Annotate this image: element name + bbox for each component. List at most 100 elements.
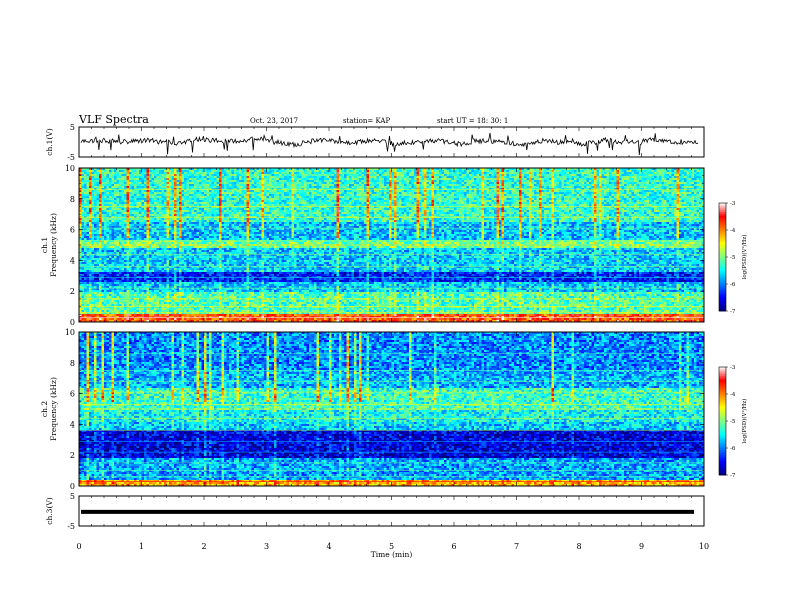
spectrogram-cell bbox=[419, 202, 422, 204]
spectrogram-cell bbox=[637, 200, 640, 202]
spectrogram-cell bbox=[182, 188, 185, 190]
spectrogram-cell bbox=[632, 190, 635, 192]
spectrogram-cell bbox=[427, 176, 430, 178]
spectrogram-cell bbox=[294, 176, 297, 178]
spectrogram-cell bbox=[652, 176, 655, 178]
spectrogram-cell bbox=[347, 190, 350, 192]
y-tick-label: 5 bbox=[70, 123, 75, 132]
spectrogram-cell bbox=[317, 176, 320, 178]
spectrogram-cell bbox=[632, 186, 635, 188]
spectrogram-cell bbox=[612, 204, 615, 206]
spectrogram-cell bbox=[619, 202, 622, 204]
spectrogram-cell bbox=[147, 174, 150, 176]
spectrogram-cell bbox=[412, 202, 415, 204]
spectrogram-cell bbox=[584, 194, 587, 196]
spectrogram-cell bbox=[294, 188, 297, 190]
spectrogram-cell bbox=[189, 170, 192, 172]
spectrogram-cell bbox=[222, 178, 225, 180]
spectrogram-cell bbox=[559, 204, 562, 206]
spectrogram-cell bbox=[207, 176, 210, 178]
spectrogram-cell bbox=[499, 180, 502, 182]
spectrogram-cell bbox=[492, 200, 495, 202]
spectrogram-cell bbox=[224, 186, 227, 188]
spectrogram-cell bbox=[112, 204, 115, 206]
spectrogram-cell bbox=[452, 180, 455, 182]
spectrogram-cell bbox=[617, 184, 620, 186]
spectrogram-cell bbox=[654, 202, 657, 204]
spectrogram-cell bbox=[209, 184, 212, 186]
spectrogram-cell bbox=[489, 204, 492, 206]
spectrogram-cell bbox=[439, 196, 442, 198]
spectrogram-cell bbox=[294, 204, 297, 206]
spectrogram-cell bbox=[172, 198, 175, 200]
spectrogram-cell bbox=[557, 204, 560, 206]
spectrogram-cell bbox=[579, 184, 582, 186]
spectrogram-cell bbox=[507, 190, 510, 192]
spectrogram-cell bbox=[87, 192, 90, 194]
spectrogram-cell bbox=[222, 202, 225, 204]
spectrogram-cell bbox=[289, 180, 292, 182]
spectrogram-cell bbox=[497, 204, 500, 206]
spectrogram-cell bbox=[474, 170, 477, 172]
spectrogram-cell bbox=[522, 170, 525, 172]
spectrogram-cell bbox=[652, 188, 655, 190]
spectrogram-cell bbox=[619, 198, 622, 200]
spectrogram-cell bbox=[689, 204, 692, 206]
spectrogram-cell bbox=[389, 200, 392, 202]
spectrogram-cell bbox=[632, 204, 635, 206]
spectrogram-cell bbox=[162, 194, 165, 196]
spectrogram-cell bbox=[102, 200, 105, 202]
spectrogram-cell bbox=[632, 192, 635, 194]
spectrogram-cell bbox=[284, 188, 287, 190]
spectrogram-cell bbox=[419, 174, 422, 176]
spectrogram-cell bbox=[642, 176, 645, 178]
spectrogram-cell bbox=[537, 172, 540, 174]
spectrogram-cell bbox=[174, 190, 177, 192]
spectrogram-cell bbox=[254, 200, 257, 202]
spectrogram-cell bbox=[227, 204, 230, 206]
spectrogram-cell bbox=[424, 176, 427, 178]
spectrogram-cell bbox=[467, 204, 470, 206]
spectrogram-cell bbox=[152, 176, 155, 178]
spectrogram-cell bbox=[484, 190, 487, 192]
spectrogram-cell bbox=[399, 178, 402, 180]
spectrogram-cell bbox=[582, 174, 585, 176]
spectrogram-cell bbox=[434, 180, 437, 182]
spectrogram-cell bbox=[82, 178, 85, 180]
spectrogram-cell bbox=[559, 190, 562, 192]
spectrogram-cell bbox=[149, 182, 152, 184]
spectrogram-cell bbox=[377, 172, 380, 174]
spectrogram-cell bbox=[104, 204, 107, 206]
spectrogram-cell bbox=[582, 178, 585, 180]
spectrogram-cell bbox=[204, 176, 207, 178]
spectrogram-cell bbox=[679, 196, 682, 198]
spectrogram-cell bbox=[529, 188, 532, 190]
spectrogram-cell bbox=[527, 204, 530, 206]
spectrogram-cell bbox=[459, 172, 462, 174]
spectrogram-cell bbox=[244, 172, 247, 174]
spectrogram-cell bbox=[289, 194, 292, 196]
spectrogram-cell bbox=[362, 204, 365, 206]
spectrogram-cell bbox=[209, 172, 212, 174]
spectrogram-cell bbox=[417, 174, 420, 176]
spectrogram-cell bbox=[84, 170, 87, 172]
spectrogram-cell bbox=[332, 180, 335, 182]
spectrogram-cell bbox=[187, 200, 190, 202]
spectrogram-cell bbox=[302, 186, 305, 188]
spectrogram-cell bbox=[89, 200, 92, 202]
spectrogram-cell bbox=[94, 200, 97, 202]
spectrogram-cell bbox=[274, 178, 277, 180]
spectrogram-cell bbox=[307, 194, 310, 196]
spectrogram-cell bbox=[417, 188, 420, 190]
spectrogram-cell bbox=[314, 204, 317, 206]
spectrogram-cell bbox=[92, 170, 95, 172]
spectrogram-cell bbox=[582, 172, 585, 174]
spectrogram-cell bbox=[354, 170, 357, 172]
spectrogram-cell bbox=[559, 176, 562, 178]
spectrogram-cell bbox=[284, 194, 287, 196]
spectrogram-cell bbox=[144, 202, 147, 204]
spectrogram-cell bbox=[234, 186, 237, 188]
spectrogram-cell bbox=[87, 184, 90, 186]
spectrogram-cell bbox=[607, 180, 610, 182]
spectrogram-cell bbox=[449, 174, 452, 176]
